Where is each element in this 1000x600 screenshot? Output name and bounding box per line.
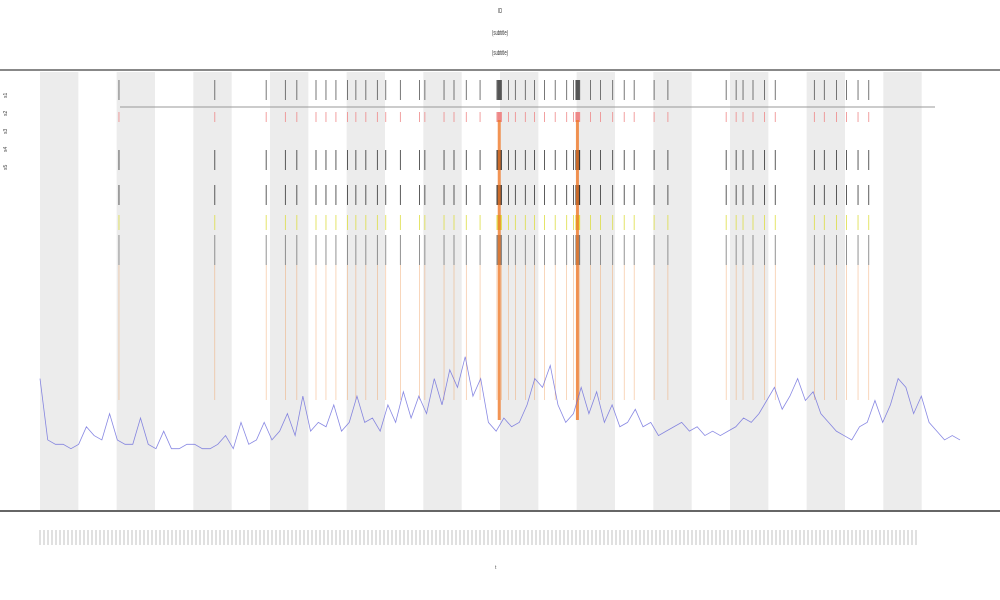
shaded-band — [116, 72, 155, 510]
shaded-band — [40, 72, 79, 510]
shaded-band — [193, 72, 232, 510]
legend-item: s5 — [3, 164, 9, 170]
shaded-band — [806, 72, 845, 510]
shaded-band — [883, 72, 922, 510]
shaded-band — [576, 72, 615, 510]
x-axis-label: t — [495, 565, 497, 571]
series-line-signal — [39, 356, 961, 450]
legend-item: s3 — [3, 128, 9, 134]
chart-title-1: ID — [497, 8, 503, 15]
shaded-band — [423, 72, 462, 510]
legend-item: s1 — [3, 92, 9, 98]
legend: s1 s2 s3 s4 s5 — [3, 80, 13, 170]
legend-item: s4 — [3, 146, 9, 152]
chart-title-3: (subtitle) — [491, 50, 509, 57]
legend-item: s2 — [3, 110, 9, 116]
shaded-band — [500, 72, 539, 510]
shaded-band — [730, 72, 769, 510]
shaded-band — [270, 72, 309, 510]
chart-title-2: (subtitle) — [491, 30, 509, 37]
shaded-band — [653, 72, 692, 510]
